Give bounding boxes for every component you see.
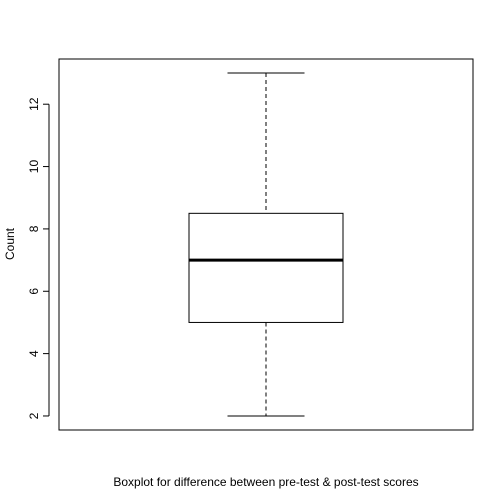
y-tick-label-2: 2 (27, 412, 41, 419)
y-axis-label: Count (3, 227, 17, 260)
y-tick-label-12: 12 (27, 97, 41, 111)
y-tick-label-6: 6 (27, 288, 41, 295)
y-tick-label-10: 10 (27, 160, 41, 174)
iqr-box (188, 212, 344, 323)
y-tick-label-8: 8 (27, 225, 41, 232)
y-tick-label-4: 4 (27, 350, 41, 357)
plot-frame (58, 58, 474, 431)
x-axis-label: Boxplot for difference between pre-test … (113, 475, 418, 489)
